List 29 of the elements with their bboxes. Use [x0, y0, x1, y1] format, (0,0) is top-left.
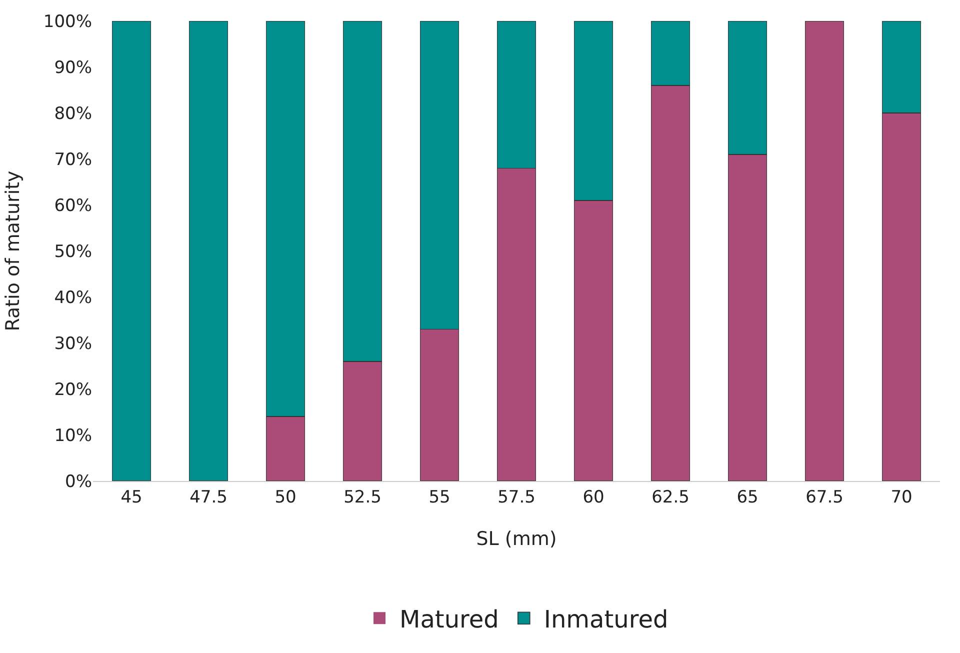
bar [112, 21, 152, 481]
y-tick-label: 20% [54, 380, 92, 400]
x-axis-title: SL (mm) [476, 528, 557, 550]
y-tick-label: 100% [43, 12, 92, 32]
x-tick-label: 45 [120, 487, 142, 508]
x-tick-label: 65 [736, 487, 758, 508]
y-tick-label: 60% [54, 196, 92, 216]
y-tick-label: 0% [65, 472, 92, 492]
legend-label: Inmatured [544, 605, 668, 634]
x-tick-label: 62.5 [652, 487, 690, 508]
x-tick-label: 47.5 [190, 487, 228, 508]
y-tick-label: 70% [54, 150, 92, 170]
y-tick-label: 30% [54, 334, 92, 354]
x-tick-label: 57.5 [498, 487, 536, 508]
bar [804, 21, 844, 481]
x-tick-label: 60 [582, 487, 604, 508]
x-tick-label: 52.5 [344, 487, 382, 508]
legend-label: Matured [400, 605, 499, 634]
y-tick-label: 90% [54, 58, 92, 78]
x-tick-label: 67.5 [806, 487, 844, 508]
y-axis-title: Ratio of maturity [2, 170, 24, 332]
x-tick-label: 55 [428, 487, 450, 508]
x-tick-label: 70 [890, 487, 912, 508]
x-tick-label: 50 [274, 487, 296, 508]
y-tick-label: 40% [54, 288, 92, 308]
y-tick-label: 10% [54, 426, 92, 446]
y-tick-label: 50% [54, 242, 92, 262]
y-tick-label: 80% [54, 104, 92, 124]
bar [188, 21, 228, 481]
